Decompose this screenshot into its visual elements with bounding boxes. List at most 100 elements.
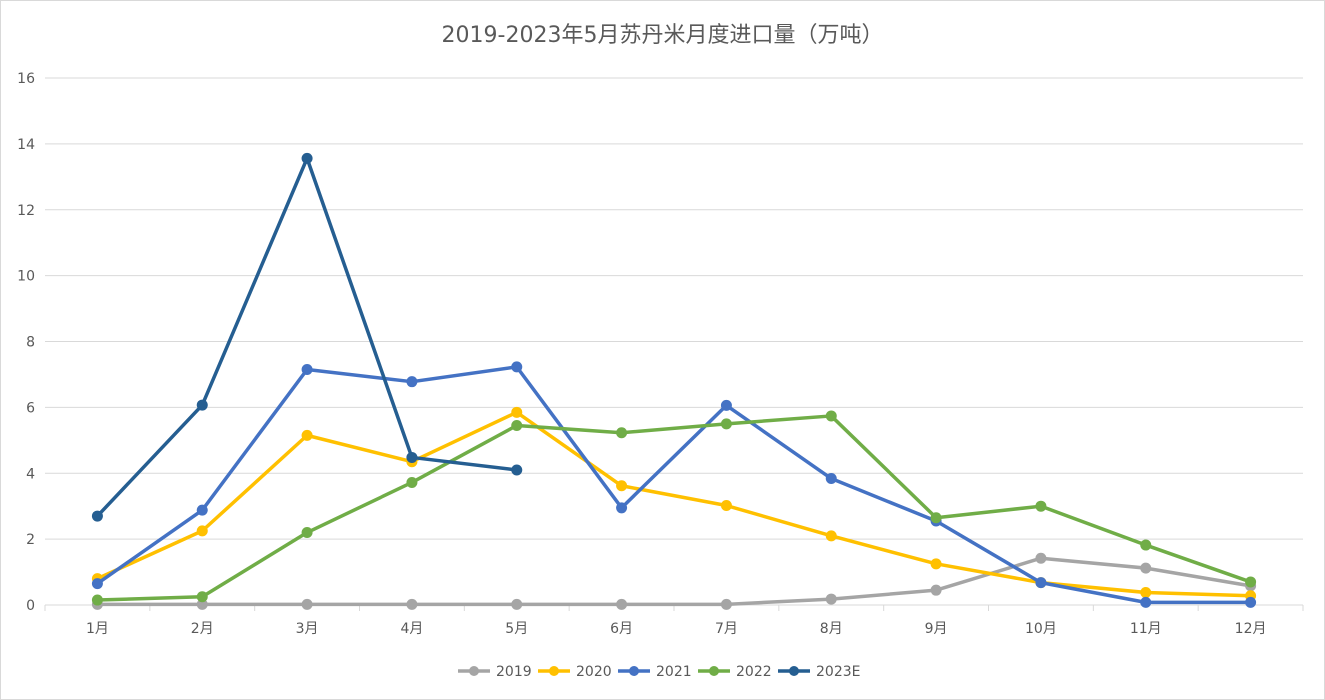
series-line: [95, 365, 1253, 605]
data-point: [91, 594, 103, 606]
data-point: [616, 598, 628, 610]
y-tick-label: 4: [26, 466, 35, 482]
data-point: [511, 361, 523, 373]
data-point: [616, 427, 628, 439]
series-2020: [91, 406, 1257, 602]
legend-marker: [789, 666, 799, 676]
x-tick-label: 8月: [820, 621, 843, 637]
x-tick-label: 9月: [925, 621, 948, 637]
data-point: [1140, 539, 1152, 551]
data-point: [1035, 577, 1047, 589]
y-tick-label: 12: [17, 203, 35, 219]
y-axis-ticks: 0 2 4 6 8 10 12 14 16: [17, 71, 35, 614]
data-point: [91, 510, 103, 522]
x-tick-label: 12月: [1235, 621, 1267, 637]
y-tick-label: 14: [17, 137, 35, 153]
legend-item-2022: 2022: [698, 664, 772, 680]
series-2019: [91, 552, 1257, 610]
data-point: [511, 406, 523, 418]
series-line: [95, 556, 1253, 607]
y-tick-label: 8: [26, 335, 35, 351]
x-tick-label: 2月: [191, 621, 214, 637]
data-point: [825, 593, 837, 605]
data-point: [1035, 500, 1047, 512]
data-point: [196, 598, 208, 610]
data-point: [1140, 562, 1152, 574]
data-point: [301, 429, 313, 441]
legend-label: 2021: [656, 664, 692, 680]
data-point: [720, 418, 732, 430]
series-2022: [91, 410, 1257, 606]
series-line: [95, 156, 519, 518]
series-2021: [91, 361, 1257, 608]
series-line: [95, 410, 1253, 598]
data-point: [930, 558, 942, 570]
data-point: [825, 530, 837, 542]
data-point: [511, 419, 523, 431]
legend-marker: [549, 666, 559, 676]
data-point: [406, 376, 418, 388]
x-tick-label: 1月: [86, 621, 109, 637]
legend: 2019 2020 2021 2022 2023E: [458, 664, 860, 680]
series-2023E: [91, 152, 523, 522]
data-point: [406, 598, 418, 610]
data-point: [825, 473, 837, 485]
x-tick-label: 11月: [1130, 621, 1162, 637]
x-axis-ticks: 1月 2月 3月 4月 5月 6月 7月 8月 9月 10月 11月 12月: [44, 605, 1304, 637]
x-tick-label: 4月: [400, 621, 423, 637]
data-point: [616, 502, 628, 514]
legend-marker: [469, 666, 479, 676]
data-point: [1245, 576, 1257, 588]
data-point: [196, 525, 208, 537]
data-point: [301, 152, 313, 164]
legend-label: 2019: [496, 664, 532, 680]
data-point: [930, 512, 942, 524]
y-tick-label: 0: [26, 598, 35, 614]
series-line: [95, 414, 1253, 602]
data-point: [301, 527, 313, 539]
gridlines: [45, 77, 1303, 606]
legend-marker: [629, 666, 639, 676]
data-point: [1035, 552, 1047, 564]
data-point: [720, 399, 732, 411]
data-point: [196, 504, 208, 516]
x-tick-label: 5月: [505, 621, 528, 637]
data-point: [1140, 596, 1152, 608]
x-tick-label: 10月: [1025, 621, 1057, 637]
data-point: [511, 464, 523, 476]
data-point: [720, 598, 732, 610]
y-tick-label: 6: [26, 400, 35, 416]
x-tick-label: 6月: [610, 621, 633, 637]
data-point: [1140, 586, 1152, 598]
legend-item-2020: 2020: [538, 664, 612, 680]
data-point: [196, 399, 208, 411]
data-point: [406, 451, 418, 463]
data-point: [511, 598, 523, 610]
legend-label: 2022: [736, 664, 772, 680]
data-point: [301, 363, 313, 375]
legend-item-2023E: 2023E: [778, 664, 860, 680]
legend-item-2021: 2021: [618, 664, 692, 680]
series-lines: [91, 152, 1257, 610]
data-point: [720, 500, 732, 512]
legend-item-2019: 2019: [458, 664, 532, 680]
y-tick-label: 16: [17, 71, 35, 87]
legend-label: 2023E: [816, 664, 860, 680]
x-tick-label: 3月: [296, 621, 319, 637]
data-point: [91, 578, 103, 590]
legend-marker: [709, 666, 719, 676]
data-point: [825, 410, 837, 422]
chart-title: 2019-2023年5月苏丹米月度进口量（万吨）: [441, 23, 884, 48]
data-point: [196, 591, 208, 603]
data-point: [616, 480, 628, 492]
data-point: [930, 584, 942, 596]
data-point: [301, 598, 313, 610]
data-point: [406, 476, 418, 488]
y-tick-label: 10: [17, 269, 35, 285]
y-tick-label: 2: [26, 532, 35, 548]
x-tick-label: 7月: [715, 621, 738, 637]
data-point: [1245, 596, 1257, 608]
legend-label: 2020: [576, 664, 612, 680]
